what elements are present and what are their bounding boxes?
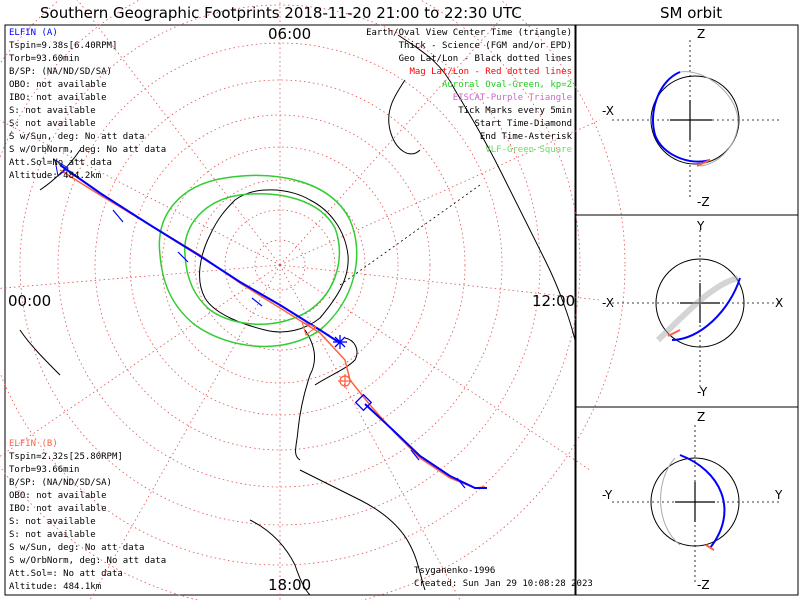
elfin-a-line: Torb=93.60min xyxy=(9,54,80,64)
elfin-a-name: ELFIN (A) xyxy=(9,28,58,38)
orbit-2-right-label: X xyxy=(775,296,784,310)
cape-horn-outline xyxy=(249,519,311,596)
orbit-plot-3 xyxy=(612,425,780,585)
antarctica-outline xyxy=(199,189,349,333)
time-label-top: 06:00 xyxy=(268,25,312,43)
orbit-1-bottom-label: -Z xyxy=(697,195,710,209)
elfin-b-line: S w/OrbNorm, deg: No att data xyxy=(9,556,167,566)
elfin-b-line: S: not available xyxy=(9,517,96,527)
legend-item: Auroral Oval-Green, kp=2 xyxy=(441,80,572,90)
orbit-1-left-label: -X xyxy=(602,104,614,118)
elfin-b-line: IBO: not available xyxy=(9,504,107,514)
orbit-title: SM orbit xyxy=(660,4,723,22)
map-frame xyxy=(4,24,576,596)
elfin-b-line: B/SP: (NA/ND/SD/SA) xyxy=(9,478,112,488)
legend-item: Mag Lat/Lon - Red dotted lines xyxy=(409,67,572,77)
elfin-b-line: Altitude: 484.1km xyxy=(9,582,102,592)
model-label: Tsyganenko-1996 xyxy=(414,566,496,576)
peninsula-outline xyxy=(295,329,316,461)
legend-item: Start Time-Diamond xyxy=(474,119,572,129)
elfin-a-line: B/SP: (NA/ND/SD/SA) xyxy=(9,67,112,77)
landmasses xyxy=(19,34,576,596)
australia-nz-outline xyxy=(397,34,576,341)
elfin-a-line: IBO: not available xyxy=(9,93,107,103)
indian-ocean-outline xyxy=(19,329,61,376)
orbit-2-left-label: -X xyxy=(602,296,614,310)
orbit-1-top-label: Z xyxy=(697,27,706,41)
south-america-outline xyxy=(299,469,426,591)
legend-item: Earth/Oval View Center Time (triangle) xyxy=(366,28,572,38)
elfin-b-line: Torb=93.66min xyxy=(9,465,80,475)
time-label-right: 12:00 xyxy=(532,292,576,310)
geo-grid-line xyxy=(339,184,481,286)
orbit-2-top-label: Y xyxy=(697,219,705,233)
nz-outline xyxy=(388,79,421,155)
elfin-b-line: Tspin=2.32s[25.80RPM] xyxy=(9,452,123,462)
legend-item: End Time-Asterisk xyxy=(479,132,572,142)
elfin-a-line: Att.Sol=No att data xyxy=(9,158,112,168)
auroral-ovals xyxy=(158,174,358,348)
orbit-plot-1 xyxy=(612,40,780,200)
orbit-3-top-label: Z xyxy=(697,410,706,424)
elfin-a-line: S: not available xyxy=(9,106,96,116)
outer-oval xyxy=(158,174,358,348)
elfin-a-start-diamond xyxy=(354,393,373,412)
elfin-a-triangle xyxy=(54,158,69,177)
created-label: Created: Sun Jan 29 10:08:28 2023 xyxy=(414,579,593,589)
elfin-b-info: ELFIN (B) Tspin=2.32s[25.80RPM] Torb=93.… xyxy=(9,438,166,594)
elfin-a-info: ELFIN (A) Tspin=9.38s[6.40RPM] Torb=93.6… xyxy=(9,27,166,183)
mag-grid xyxy=(0,0,626,600)
orbit-3-bottom-label: -Z xyxy=(697,578,710,592)
elfin-b-name: ELFIN (B) xyxy=(9,439,58,449)
elfin-b-line: S w/Sun, deg: No att data xyxy=(9,543,145,553)
legend-item: Geo Lat/Lon - Black dotted lines xyxy=(398,54,572,64)
island-outline xyxy=(314,337,358,386)
legend-item: VLF-Green Square xyxy=(485,145,572,155)
time-label-left: 00:00 xyxy=(8,292,52,310)
elfin-a-end-asterisk xyxy=(333,335,347,349)
legend-item: Thick - Science (FGM and/or EPD) xyxy=(398,41,572,51)
orbit-plot-2 xyxy=(612,230,780,390)
elfin-b-start-marker xyxy=(338,374,352,388)
elfin-a-line: Altitude: 484.2km xyxy=(9,171,102,181)
main-title: Southern Geographic Footprints 2018-11-2… xyxy=(40,4,522,22)
orbit-3-left-label: -Y xyxy=(602,488,613,502)
elfin-a-line: S w/OrbNorm, deg: No att data xyxy=(9,145,167,155)
elfin-b-line: Att.Sol=: No att data xyxy=(9,569,123,579)
legend: Earth/Oval View Center Time (triangle) T… xyxy=(366,27,572,157)
elfin-a-line: S w/Sun, deg: No att data xyxy=(9,132,145,142)
legend-item: EISCAT-Purple Triangle xyxy=(452,93,572,103)
elfin-a-ticks xyxy=(112,209,466,489)
time-label-bottom: 18:00 xyxy=(268,576,312,594)
elfin-a-line: OBO: not available xyxy=(9,80,107,90)
elfin-a-line: S: not available xyxy=(9,119,96,129)
elfin-a-line: Tspin=9.38s[6.40RPM] xyxy=(9,41,118,51)
orbit-panel-frame-3 xyxy=(575,406,799,596)
elfin-b-line: OBO: not available xyxy=(9,491,107,501)
inner-oval xyxy=(184,193,341,325)
orbit-3-right-label: Y xyxy=(775,488,783,502)
elfin-b-triangle xyxy=(301,321,318,336)
orbit-2-bottom-label: -Y xyxy=(697,385,708,399)
elfin-b-line: S: not available xyxy=(9,530,96,540)
legend-item: Tick Marks every 5min xyxy=(458,106,572,116)
